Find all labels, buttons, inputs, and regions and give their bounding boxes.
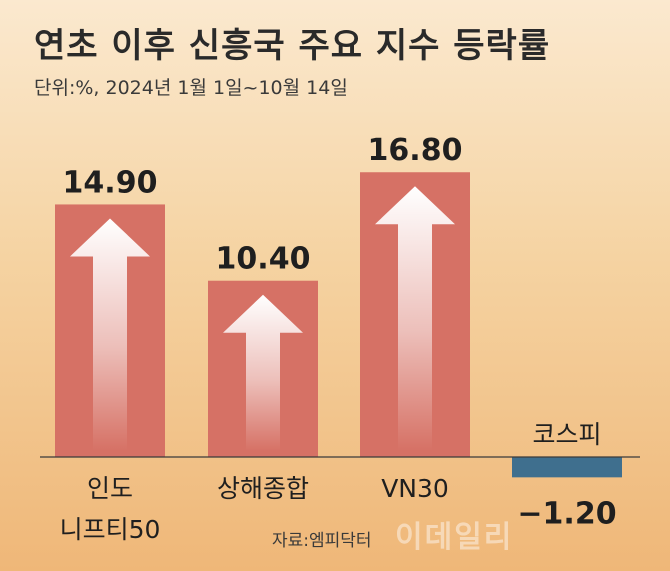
chart-title: 연초 이후 신흥국 주요 지수 등락률 bbox=[34, 26, 551, 66]
value-label: 16.80 bbox=[368, 133, 463, 168]
category-label: 니프티50 bbox=[60, 515, 161, 544]
source-note: 자료:엠피닥터 bbox=[272, 531, 372, 551]
category-label: 인도 bbox=[87, 474, 133, 503]
up-arrow-icon bbox=[70, 218, 150, 451]
category-label: VN30 bbox=[381, 474, 449, 503]
category-label: 코스피 bbox=[532, 420, 601, 449]
unit-note: 단위:%, 2024년 1월 1일~10월 14일 bbox=[34, 77, 348, 99]
value-label: −1.20 bbox=[517, 496, 616, 531]
value-label: 14.90 bbox=[63, 165, 158, 200]
watermark-logo: 이데일리 bbox=[395, 520, 514, 555]
value-label: 10.40 bbox=[216, 242, 311, 277]
up-arrow-icon bbox=[375, 186, 455, 452]
bar bbox=[512, 457, 622, 478]
up-arrow-icon bbox=[223, 294, 303, 451]
category-label: 상해종합 bbox=[217, 474, 309, 503]
